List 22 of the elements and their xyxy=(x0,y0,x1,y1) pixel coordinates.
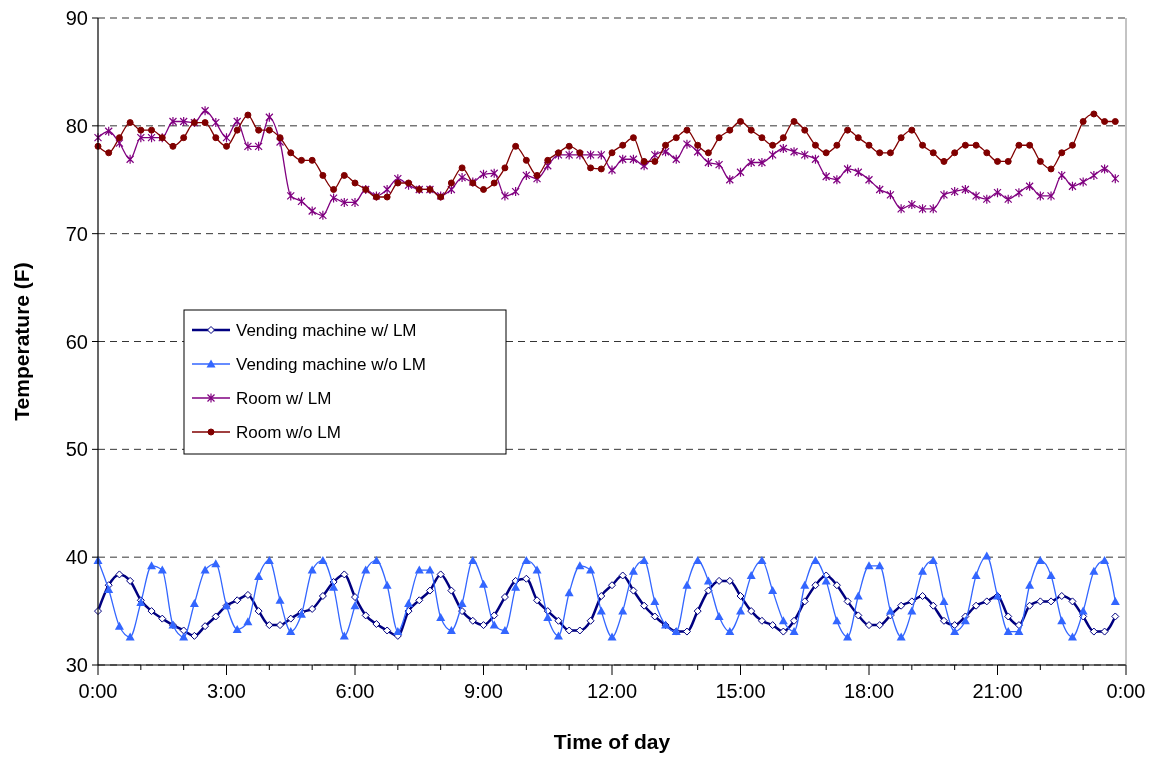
x-tick-label: 21:00 xyxy=(972,680,1023,702)
x-tick-label: 15:00 xyxy=(715,680,766,702)
legend-label: Vending machine w/ LM xyxy=(236,320,417,340)
y-tick-label: 30 xyxy=(65,654,88,676)
y-axis-title: Temperature (F) xyxy=(10,262,33,421)
x-tick-label: 0:00 xyxy=(78,680,118,702)
y-tick-label: 70 xyxy=(65,222,88,245)
x-tick-label: 18:00 xyxy=(843,680,895,702)
x-tick-label: 3:00 xyxy=(207,680,246,702)
x-axis-title: Time of day xyxy=(553,730,671,753)
y-tick-label: 90 xyxy=(65,7,88,29)
y-tick-label: 80 xyxy=(65,114,88,137)
legend-label: Room w/ LM xyxy=(236,388,332,408)
x-tick-label: 6:00 xyxy=(335,680,375,702)
legend-label: Vending machine w/o LM xyxy=(236,354,426,374)
y-tick-label: 40 xyxy=(65,546,88,569)
x-tick-label: 12:00 xyxy=(586,680,638,702)
y-tick-label: 50 xyxy=(65,438,88,461)
x-tick-label: 9:00 xyxy=(464,680,503,702)
x-tick-label: 0:00 xyxy=(1106,680,1146,702)
y-tick-label: 60 xyxy=(65,330,88,353)
legend-label: Room w/o LM xyxy=(236,422,341,442)
